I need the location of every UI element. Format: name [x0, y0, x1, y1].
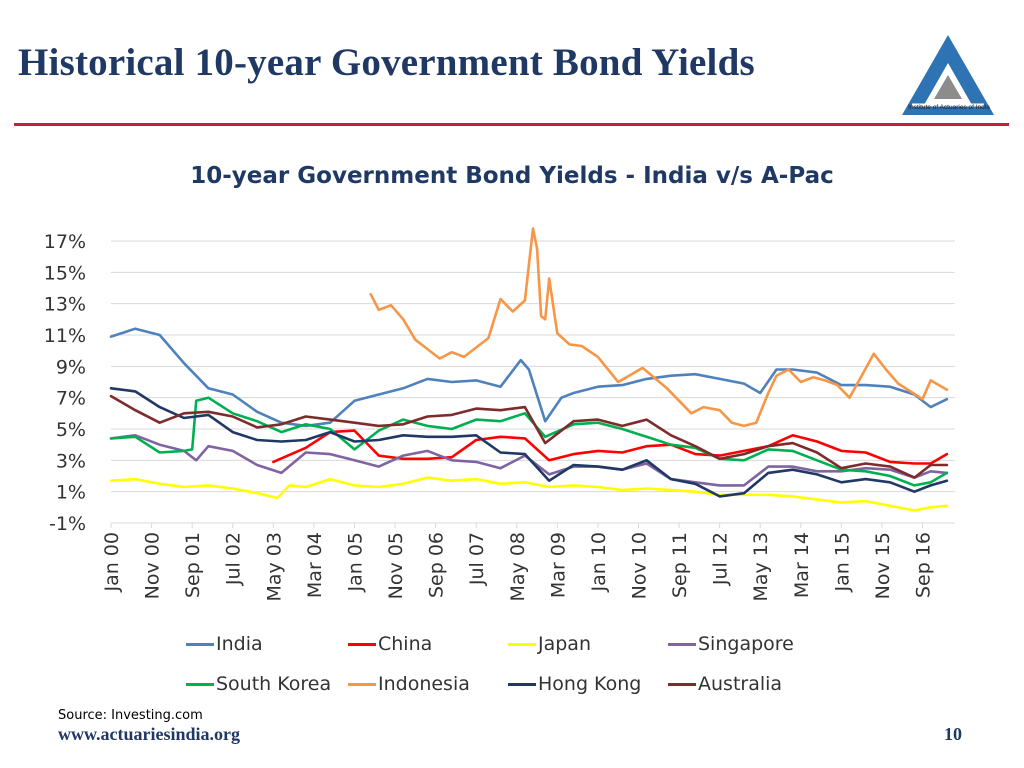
y-tick-label: 1% [56, 482, 86, 504]
x-tick-label: Jul 12 [710, 532, 732, 586]
legend-item-china: China [348, 630, 432, 658]
slide-title: Historical 10-year Government Bond Yield… [18, 41, 755, 84]
x-tick-label: Jan 05 [344, 532, 366, 593]
legend-label: Singapore [698, 633, 794, 655]
legend: India China Japan Singapore South Korea Indon… [186, 630, 826, 702]
x-tick-label: Jan 15 [831, 532, 853, 593]
x-tick-label: Mar 09 [547, 532, 569, 598]
series-line-india [109, 327, 949, 428]
x-axis [110, 522, 955, 528]
legend-label: Indonesia [378, 673, 470, 695]
legend-item-japan: Japan [508, 630, 591, 658]
series-line-china [271, 429, 949, 465]
title-rule [14, 123, 1009, 126]
x-tick-label: Sep 16 [913, 532, 935, 598]
source-note: Source: Investing.com [58, 708, 203, 723]
legend-label: India [216, 633, 263, 655]
x-tick-label: Mar 14 [791, 532, 813, 598]
logo-caption: Institute of Actuaries of India [908, 104, 990, 111]
x-tick-label: May 08 [507, 532, 529, 602]
legend-label: Hong Kong [538, 673, 642, 695]
legend-swatch [348, 642, 376, 646]
x-tick-label: Nov 15 [872, 532, 894, 599]
y-tick-label: 5% [56, 419, 86, 441]
y-tick-label: 9% [56, 356, 86, 378]
y-tick-label: 7% [56, 388, 86, 410]
series-line-japan [109, 476, 949, 512]
x-tick-label: Nov 05 [385, 532, 407, 599]
legend-item-australia: Australia [668, 670, 782, 698]
legend-item-hong-kong: Hong Kong [508, 670, 641, 698]
y-tick-label: 3% [56, 450, 86, 472]
y-tick-label: 15% [44, 262, 86, 284]
series-line-south-korea [109, 396, 949, 487]
legend-item-india: India [186, 630, 263, 658]
x-tick-label: Sep 06 [426, 532, 448, 598]
legend-label: South Korea [216, 673, 332, 695]
legend-label: Australia [698, 673, 783, 695]
bond-yield-chart: -1% 1% 3% 5% 7% 9% 11% 13% 15% 17% Jan 00 Nov 00 Se… [44, 227, 955, 602]
x-tick-label: Jul 07 [466, 532, 488, 586]
legend-swatch [348, 682, 376, 686]
x-tick-label: Nov 10 [629, 532, 651, 599]
x-tick-label: Jan 00 [101, 532, 123, 593]
legend-swatch [668, 642, 696, 646]
legend-swatch [186, 642, 214, 646]
y-tick-label: 11% [44, 325, 86, 347]
x-tick-label: Nov 00 [142, 532, 164, 599]
x-tick-label: Jul 02 [223, 532, 245, 586]
x-tick-label: Sep 11 [669, 532, 691, 598]
legend-label: China [378, 633, 433, 655]
x-tick-label: May 03 [263, 532, 285, 602]
y-tick-label: 17% [44, 231, 86, 253]
footer-url[interactable]: www.actuariesindia.org [58, 724, 240, 744]
legend-item-indonesia: Indonesia [348, 670, 470, 698]
legend-swatch [668, 682, 696, 686]
series-line-indonesia [369, 227, 949, 428]
x-tick-label: Mar 04 [304, 532, 326, 598]
legend-swatch [186, 682, 214, 686]
y-tick-label: -1% [49, 513, 86, 535]
page-number: 10 [944, 724, 962, 744]
legend-label: Japan [538, 633, 591, 655]
x-tick-label: Jan 10 [588, 532, 610, 593]
legend-swatch [508, 682, 536, 686]
series-line-hong-kong [109, 386, 949, 498]
legend-item-singapore: Singapore [668, 630, 794, 658]
series-lines [109, 227, 949, 512]
chart-title: 10-year Government Bond Yields - India v… [190, 163, 834, 189]
y-tick-label: 13% [44, 294, 86, 316]
x-tick-label: Sep 01 [182, 532, 204, 598]
x-tick-label: May 13 [750, 532, 772, 602]
y-axis-labels: -1% 1% 3% 5% 7% 9% 11% 13% 15% 17% [44, 231, 86, 535]
x-axis-labels: Jan 00 Nov 00 Sep 01 Jul 02 May 03 Mar 04 Jan … [101, 532, 935, 602]
iai-logo [902, 35, 994, 115]
series-line-australia [109, 394, 949, 479]
legend-item-south-korea: South Korea [186, 670, 331, 698]
legend-swatch [508, 642, 536, 646]
